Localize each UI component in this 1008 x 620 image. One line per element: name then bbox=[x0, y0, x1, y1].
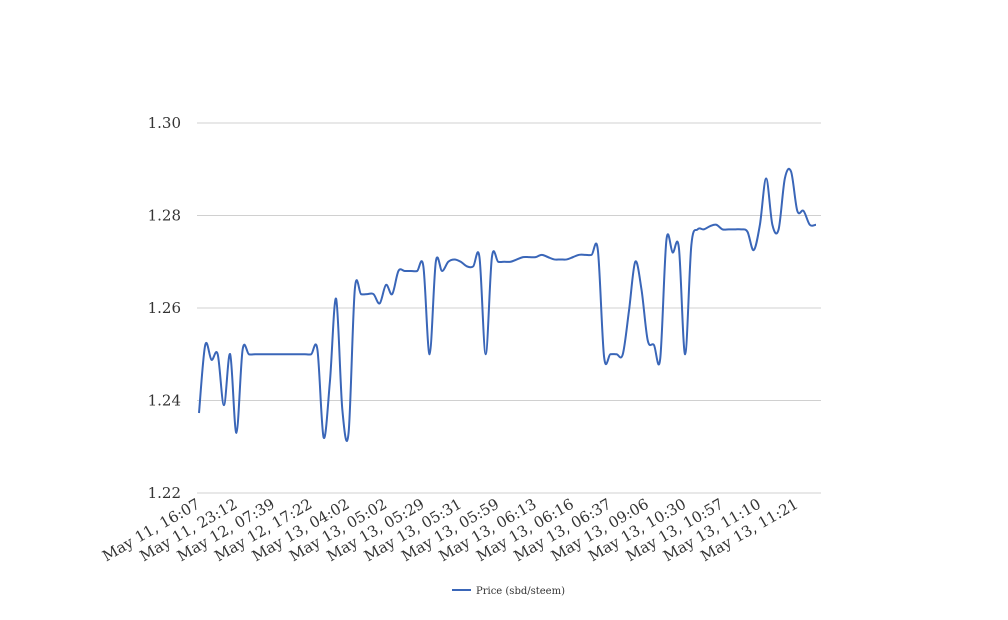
legend-label: Price (sbd/steem) bbox=[476, 586, 565, 597]
y-tick-label: 1.28 bbox=[148, 207, 181, 225]
y-tick-label: 1.26 bbox=[148, 299, 181, 317]
y-tick-label: 1.22 bbox=[148, 484, 181, 502]
y-tick-label: 1.24 bbox=[148, 392, 181, 410]
price-line bbox=[198, 167, 817, 442]
y-tick-label: 1.30 bbox=[148, 114, 181, 132]
